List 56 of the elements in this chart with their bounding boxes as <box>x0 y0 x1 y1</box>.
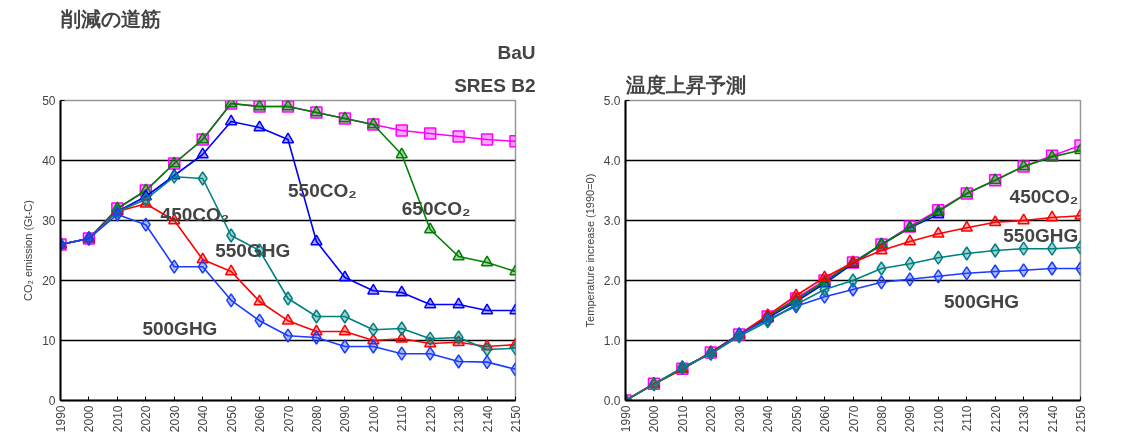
y-tick-label: 5.0 <box>603 94 621 108</box>
y-axis-title: CO₂ emission (Gt-C) <box>22 200 35 301</box>
x-tick-label: 2050 <box>224 405 239 433</box>
x-tick-label: 2030 <box>167 405 182 433</box>
x-tick-label: 2100 <box>366 405 381 433</box>
x-tick-label: 2000 <box>647 405 662 433</box>
y-tick-label: 1.0 <box>603 334 621 348</box>
y-tick-label: 40 <box>42 154 56 168</box>
x-tick-label: 2070 <box>846 405 861 433</box>
x-tick-label: 2110 <box>395 405 410 432</box>
annotation: 550GHG <box>1003 225 1079 246</box>
y-tick-label: 0 <box>48 394 56 408</box>
x-tick-label: 2040 <box>196 405 211 433</box>
y-tick-label: 50 <box>42 94 56 108</box>
y-tick-label: 10 <box>42 334 56 348</box>
y-tick-label: 2.0 <box>603 274 621 288</box>
x-tick-label: 2010 <box>110 405 125 433</box>
x-tick-label: 2070 <box>281 405 296 433</box>
annotation: 500GHG <box>142 318 218 339</box>
x-tick-label: 2150 <box>1074 405 1088 433</box>
y-tick-label: 3.0 <box>603 214 621 228</box>
x-tick-label: 2080 <box>309 405 324 433</box>
x-tick-label: 2020 <box>139 405 154 433</box>
text: BaU <box>497 41 536 63</box>
x-tick-label: 2130 <box>1017 405 1032 433</box>
annotation: 500GHG <box>944 291 1019 312</box>
y-tick-label: 0.0 <box>603 394 621 408</box>
text: SRES B2 <box>454 74 536 96</box>
x-tick-label: 2090 <box>338 405 353 433</box>
x-tick-label: 2060 <box>253 405 268 433</box>
x-tick-label: 2080 <box>874 405 889 433</box>
x-tick-label: 2060 <box>818 405 833 433</box>
x-tick-label: 1990 <box>54 405 68 433</box>
x-tick-label: 2010 <box>675 405 690 433</box>
chart-title: 削減の道筋 <box>59 7 161 30</box>
x-tick-label: 2100 <box>931 405 946 433</box>
x-tick-label: 2120 <box>988 405 1003 433</box>
x-tick-label: 2150 <box>509 405 523 433</box>
x-tick-label: 2120 <box>423 405 438 433</box>
y-tick-label: 4.0 <box>603 154 621 168</box>
x-tick-label: 1990 <box>619 405 633 433</box>
y-tick-label: 20 <box>42 274 56 288</box>
y-tick-label: 30 <box>42 214 56 228</box>
annotation: 450CO₂ <box>1009 186 1079 207</box>
x-tick-label: 2140 <box>480 405 495 433</box>
x-tick-label: 2090 <box>903 405 918 433</box>
x-tick-label: 2140 <box>1045 405 1060 433</box>
x-tick-label: 2130 <box>452 405 467 433</box>
x-tick-label: 2030 <box>732 405 747 433</box>
y-axis-title: Temperature increase (1990=0) <box>583 173 596 328</box>
x-tick-label: 2110 <box>960 405 975 432</box>
x-tick-label: 2020 <box>704 405 719 433</box>
x-tick-label: 2040 <box>761 405 776 433</box>
chart-title: 温度上昇予測 <box>624 73 746 96</box>
x-tick-label: 2000 <box>82 405 97 433</box>
x-tick-label: 2050 <box>789 405 804 433</box>
